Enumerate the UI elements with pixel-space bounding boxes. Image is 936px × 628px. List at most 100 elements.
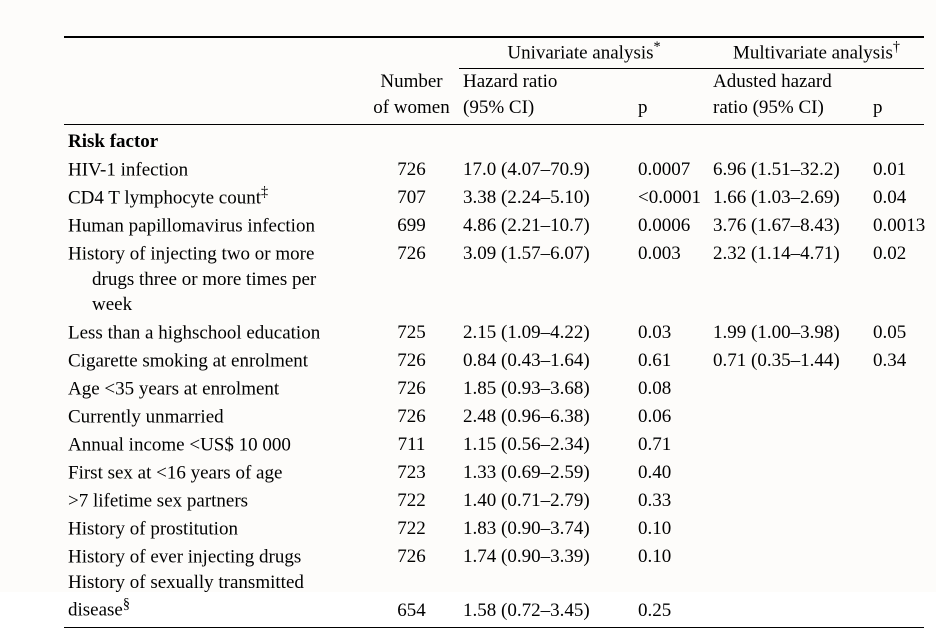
row-n: 723 (364, 458, 459, 486)
row-ap: 0.05 (869, 318, 924, 346)
header-group-univariate-text: Univariate analysis (507, 42, 653, 63)
row-label: Currently unmarried (64, 402, 364, 430)
table-row: History of injecting two or more 726 3.0… (64, 239, 924, 267)
row-label: CD4 T lymphocyte count‡ (64, 183, 364, 211)
row-ap (869, 570, 924, 628)
table-row: HIV-1 infection 726 17.0 (4.07–70.9) 0.0… (64, 155, 924, 183)
table-row: Human papillomavirus infection 699 4.86 … (64, 211, 924, 239)
row-n: 654 (364, 570, 459, 628)
row-ap (869, 430, 924, 458)
row-label: History of sexually transmitted disease§ (64, 570, 364, 628)
row-hr: 2.48 (0.96–6.38) (459, 402, 634, 430)
row-ahr (709, 570, 869, 628)
table-row: CD4 T lymphocyte count‡ 707 3.38 (2.24–5… (64, 183, 924, 211)
row-ap: 0.34 (869, 346, 924, 374)
header-group-univariate-mark: * (654, 39, 661, 55)
row-n: 726 (364, 346, 459, 374)
header-n-line2: of women (364, 95, 459, 125)
row-ap (869, 402, 924, 430)
row-hr: 1.85 (0.93–3.68) (459, 374, 634, 402)
row-hr: 2.15 (1.09–4.22) (459, 318, 634, 346)
row-ahr (709, 374, 869, 402)
table-row: History of sexually transmitted disease§… (64, 570, 924, 628)
table-row: Currently unmarried 726 2.48 (0.96–6.38)… (64, 402, 924, 430)
row-p: 0.06 (634, 402, 709, 430)
row-label: History of prostitution (64, 514, 364, 542)
row-hr: 1.40 (0.71–2.79) (459, 486, 634, 514)
row-n: 726 (364, 542, 459, 570)
row-ap (869, 458, 924, 486)
row-ahr (709, 542, 869, 570)
row-p: 0.10 (634, 542, 709, 570)
row-ap: 0.0013 (869, 211, 924, 239)
row-hr: 1.15 (0.56–2.34) (459, 430, 634, 458)
header-ahr-line1: Adusted hazard (709, 68, 869, 94)
row-ap: 0.02 (869, 239, 924, 267)
row-hr: 3.38 (2.24–5.10) (459, 183, 634, 211)
row-p: 0.10 (634, 514, 709, 542)
row-hr: 0.84 (0.43–1.64) (459, 346, 634, 374)
header-empty (364, 37, 459, 68)
row-n: 726 (364, 402, 459, 430)
row-p: 0.71 (634, 430, 709, 458)
row-label: History of ever injecting drugs (64, 542, 364, 570)
row-n: 725 (364, 318, 459, 346)
row-ahr (709, 430, 869, 458)
row-ahr (709, 514, 869, 542)
row-p: <0.0001 (634, 183, 709, 211)
row-label: >7 lifetime sex partners (64, 486, 364, 514)
header-p-uni: p (634, 95, 709, 125)
row-p: 0.03 (634, 318, 709, 346)
header-empty (64, 37, 364, 68)
row-ahr: 1.66 (1.03–2.69) (709, 183, 869, 211)
row-ap (869, 514, 924, 542)
row-hr: 4.86 (2.21–10.7) (459, 211, 634, 239)
row-ahr: 1.99 (1.00–3.98) (709, 318, 869, 346)
row-hr: 3.09 (1.57–6.07) (459, 239, 634, 267)
header-n-line1: Number (364, 68, 459, 94)
row-ahr (709, 402, 869, 430)
row-ahr: 2.32 (1.14–4.71) (709, 239, 869, 267)
row-hr: 1.58 (0.72–3.45) (459, 570, 634, 628)
row-p: 0.0006 (634, 211, 709, 239)
row-p: 0.003 (634, 239, 709, 267)
row-n: 726 (364, 239, 459, 267)
row-ahr: 3.76 (1.67–8.43) (709, 211, 869, 239)
row-n: 726 (364, 374, 459, 402)
row-label: Less than a highschool education (64, 318, 364, 346)
row-n: 722 (364, 486, 459, 514)
row-ap: 0.04 (869, 183, 924, 211)
section-title: Risk factor (64, 125, 924, 155)
header-group-multivariate-mark: † (893, 39, 900, 55)
table-row: Cigarette smoking at enrolment 726 0.84 … (64, 346, 924, 374)
header-p-multi: p (869, 95, 924, 125)
header-hr-line2: (95% CI) (459, 95, 634, 125)
row-p: 0.40 (634, 458, 709, 486)
row-ahr (709, 458, 869, 486)
header-group-univariate: Univariate analysis* (459, 37, 709, 68)
row-label: Cigarette smoking at enrolment (64, 346, 364, 374)
row-p: 0.0007 (634, 155, 709, 183)
row-ahr: 0.71 (0.35–1.44) (709, 346, 869, 374)
row-ap (869, 486, 924, 514)
row-hr: 1.83 (0.90–3.74) (459, 514, 634, 542)
row-label: History of injecting two or more (64, 239, 364, 267)
table-row: >7 lifetime sex partners 722 1.40 (0.71–… (64, 486, 924, 514)
row-hr: 1.74 (0.90–3.39) (459, 542, 634, 570)
row-hr: 17.0 (4.07–70.9) (459, 155, 634, 183)
header-ahr-line2: ratio (95% CI) (709, 95, 869, 125)
row-hr: 1.33 (0.69–2.59) (459, 458, 634, 486)
row-n: 707 (364, 183, 459, 211)
table-row: First sex at <16 years of age 723 1.33 (… (64, 458, 924, 486)
row-n: 711 (364, 430, 459, 458)
row-ahr (709, 486, 869, 514)
row-n: 726 (364, 155, 459, 183)
row-ap: 0.01 (869, 155, 924, 183)
row-label: First sex at <16 years of age (64, 458, 364, 486)
table-row: Less than a highschool education 725 2.1… (64, 318, 924, 346)
row-ahr: 6.96 (1.51–32.2) (709, 155, 869, 183)
header-group-multivariate: Multivariate analysis† (709, 37, 924, 68)
risk-factor-table: Univariate analysis* Multivariate analys… (64, 36, 924, 628)
row-label: Annual income <US$ 10 000 (64, 430, 364, 458)
row-label: HIV-1 infection (64, 155, 364, 183)
